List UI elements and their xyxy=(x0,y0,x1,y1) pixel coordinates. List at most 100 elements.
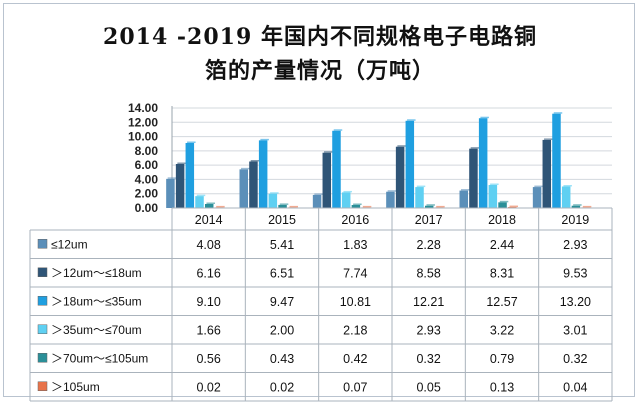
x-category-label: 2016 xyxy=(341,213,369,227)
bar-top-face xyxy=(573,204,582,206)
bar-top-face xyxy=(582,205,592,208)
bar-top-face xyxy=(270,192,279,194)
y-tick-label: 2.00 xyxy=(135,187,159,201)
bar-top-face xyxy=(407,119,416,121)
bar xyxy=(258,140,268,208)
bar xyxy=(239,169,248,208)
bar xyxy=(332,130,341,208)
data-label: 7.74 xyxy=(343,266,367,280)
y-tick-label: 0.00 xyxy=(135,201,159,215)
legend-label: ＞35um～≤70um xyxy=(51,323,142,337)
bar xyxy=(175,164,185,208)
bar xyxy=(395,146,405,208)
data-label: 0.13 xyxy=(490,380,514,394)
y-tick-label: 14.00 xyxy=(128,101,158,115)
bar xyxy=(542,139,552,208)
data-label: 2.44 xyxy=(490,238,514,252)
bar-top-face xyxy=(534,185,543,188)
y-tick-label: 12.00 xyxy=(128,115,158,129)
bar xyxy=(351,205,361,208)
data-label: 5.41 xyxy=(270,238,294,252)
bar-top-face xyxy=(436,205,445,208)
bar-top-face xyxy=(187,141,196,143)
bar-top-face xyxy=(177,162,186,164)
data-label: 0.43 xyxy=(270,352,294,366)
data-label: 8.58 xyxy=(416,266,440,280)
bar-top-face xyxy=(250,160,260,162)
bar-top-face xyxy=(563,185,572,187)
data-label: 4.08 xyxy=(196,238,220,252)
legend-label: ≤12um xyxy=(51,237,88,251)
bar xyxy=(386,191,395,208)
bar-top-face xyxy=(260,138,269,141)
legend-label: ＞70um～≤105um xyxy=(51,351,148,365)
data-label: 0.02 xyxy=(196,380,220,394)
legend-label: ＞12um～≤18um xyxy=(51,266,142,280)
bar-top-face xyxy=(553,112,563,114)
legend-swatch xyxy=(37,381,48,391)
bar-top-face xyxy=(333,129,343,131)
y-tick-label: 10.00 xyxy=(128,130,158,144)
bar-top-face xyxy=(167,177,177,179)
chart-title: 2014 -2019 年国内不同规格电子电路铜 箔的产量情况（万吨） xyxy=(0,20,640,88)
data-label: 2.28 xyxy=(416,238,440,252)
bar-top-face xyxy=(544,138,553,140)
data-label: 12.57 xyxy=(486,295,517,309)
bar-top-face xyxy=(461,189,470,191)
bars xyxy=(166,112,592,208)
data-label: 2.93 xyxy=(563,238,587,252)
bar-top-face xyxy=(490,183,499,185)
data-label: 3.01 xyxy=(563,323,587,337)
bar xyxy=(532,187,542,208)
bar-top-face xyxy=(289,205,298,208)
data-label: 9.10 xyxy=(196,295,220,309)
bar xyxy=(341,192,351,208)
data-label: 0.02 xyxy=(270,380,294,394)
bar xyxy=(415,187,424,208)
bar-top-face xyxy=(196,194,206,197)
bar xyxy=(469,148,478,208)
x-category-label: 2019 xyxy=(561,213,589,227)
bar-top-face xyxy=(353,203,362,205)
bar-top-face xyxy=(241,167,250,170)
bar-top-face xyxy=(343,190,352,193)
legend-swatch xyxy=(37,239,48,249)
bar xyxy=(278,204,287,208)
x-category-label: 2015 xyxy=(268,213,296,227)
bar-top-face xyxy=(509,205,518,208)
y-tick-label: 8.00 xyxy=(135,144,159,158)
legend-swatch xyxy=(37,267,48,277)
bar xyxy=(498,202,507,208)
data-table: 2014 2015 2016 2017 2018 2019 ≤12um 4.08 5.41 1.8… xyxy=(29,207,613,402)
legend-label: ＞18um～≤35um xyxy=(51,294,142,308)
data-label: 10.81 xyxy=(340,295,371,309)
data-label: 1.66 xyxy=(196,323,220,337)
bar xyxy=(552,113,561,208)
y-tick-label: 6.00 xyxy=(135,158,159,172)
x-category-label: 2014 xyxy=(195,213,223,227)
bar xyxy=(268,193,278,208)
data-label: 0.79 xyxy=(490,352,514,366)
bar-top-face xyxy=(279,203,289,205)
data-label: 0.04 xyxy=(563,380,587,394)
data-label: 13.20 xyxy=(560,295,591,309)
bar xyxy=(488,185,498,208)
bar xyxy=(195,196,204,208)
data-label: 3.22 xyxy=(490,323,514,337)
bar xyxy=(166,178,175,208)
bar-top-face xyxy=(470,147,480,149)
data-label: 8.31 xyxy=(490,266,514,280)
bar xyxy=(561,186,571,208)
data-label: 6.51 xyxy=(270,266,294,280)
legend-swatch xyxy=(37,353,48,363)
bar-top-face xyxy=(397,145,406,147)
data-label: 0.32 xyxy=(416,352,440,366)
bar-top-face xyxy=(206,202,215,204)
bar xyxy=(249,161,258,208)
bar xyxy=(204,204,214,208)
legend-swatch xyxy=(37,324,48,334)
bar xyxy=(322,152,332,208)
bar-top-face xyxy=(480,116,489,119)
